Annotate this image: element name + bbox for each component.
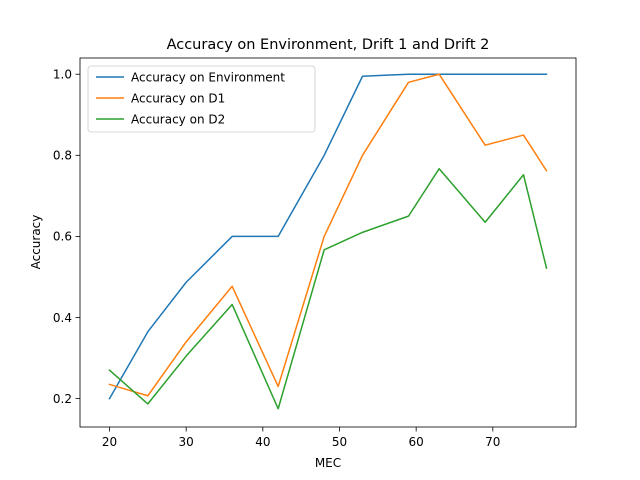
x-tick-label: 70: [485, 435, 500, 449]
legend-label-2: Accuracy on D1: [131, 91, 225, 105]
y-tick-label: 1.0: [53, 68, 72, 82]
y-axis-label: Accuracy: [29, 215, 43, 270]
legend: Accuracy on Environment Accuracy on D1 Acc…: [87, 65, 316, 133]
series-line-2: [108, 73, 548, 397]
legend-label-1: Accuracy on Environment: [131, 70, 285, 84]
x-tick-label: 40: [255, 435, 270, 449]
legend-label-3: Accuracy on D2: [131, 112, 225, 126]
chart-title: Accuracy on Environment, Drift 1 and Dri…: [167, 37, 490, 53]
x-axis-label: MEC: [315, 456, 341, 470]
y-tick-label: 0.6: [53, 230, 72, 244]
series-line-1: [108, 73, 548, 400]
plot-area: 20 30 40 50 60 70 0.2 0.4 0.6 0.8 1.0 Accuracy on E…: [53, 57, 577, 449]
series-line-3: [108, 167, 548, 410]
y-tick-label: 0.4: [53, 311, 72, 325]
x-tick-label: 50: [332, 435, 347, 449]
x-tick-label: 60: [409, 435, 424, 449]
x-tick-label: 20: [102, 435, 117, 449]
y-tick-label: 0.2: [53, 392, 72, 406]
legend-box: [87, 65, 316, 133]
y-tick-label: 0.8: [53, 149, 72, 163]
x-tick-label: 30: [179, 435, 194, 449]
axes-frame: [79, 57, 577, 428]
